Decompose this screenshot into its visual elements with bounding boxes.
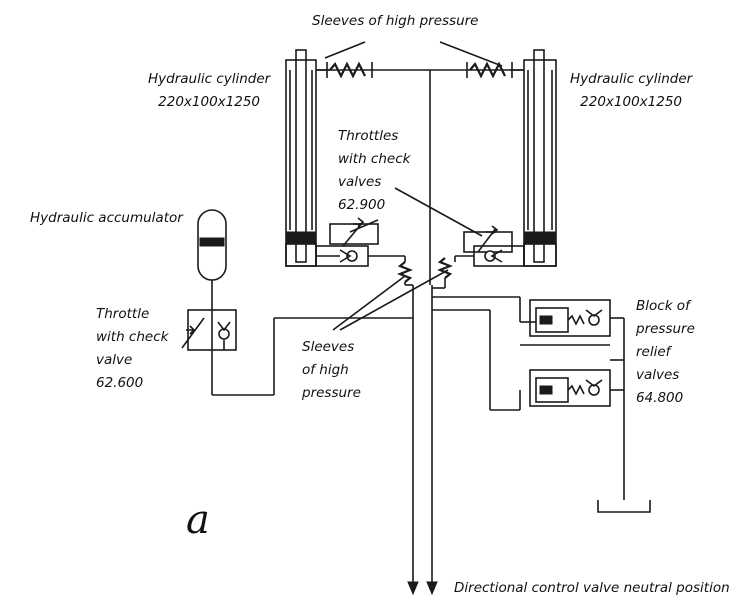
label-hydraulic-accumulator: Hydraulic accumulator (30, 210, 183, 226)
label-relief-block: Block of pressure relief valves 64.800 (636, 298, 695, 406)
tank-symbol (597, 500, 651, 513)
label-sleeves-mid: Sleeves of high pressure (302, 339, 361, 401)
left-hydraulic-cylinder (285, 49, 330, 267)
right-hydraulic-cylinder (510, 49, 557, 267)
label-cylinder-left: Hydraulic cylinder 220x100x1250 (148, 71, 271, 110)
right-throttle-check-valve (455, 225, 525, 267)
central-supply-lines (407, 70, 438, 596)
label-figure-letter: a (186, 497, 210, 543)
label-cylinder-right: Hydraulic cylinder 220x100x1250 (570, 71, 693, 110)
label-directional-control-valve: Directional control valve neutral positi… (454, 580, 730, 596)
pressure-relief-valve-block (432, 296, 625, 500)
sleeves-mid-pointers (332, 269, 449, 331)
throttles-pointer (349, 187, 483, 237)
label-throttle-check-valve: Throttle with check valve 62.600 (96, 306, 169, 391)
sleeves-top-pointers (324, 41, 503, 67)
left-throttle-check-valve (315, 217, 405, 267)
top-high-pressure-sleeves (316, 61, 524, 79)
hydraulic-accumulator (197, 209, 227, 310)
single-throttle-check-valve (181, 309, 413, 396)
label-throttles-check-valves: Throttles with check valves 62.900 (338, 128, 411, 213)
label-sleeves-top: Sleeves of high pressure (312, 13, 479, 29)
middle-high-pressure-sleeves (397, 250, 456, 289)
